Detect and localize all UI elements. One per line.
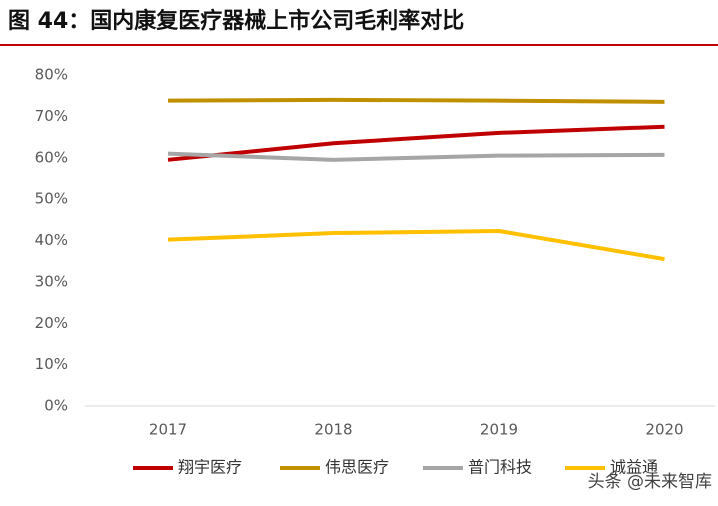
y-tick-label: 70%	[35, 107, 68, 125]
y-tick-label: 20%	[35, 314, 68, 332]
watermark: 头条 @未来智库	[588, 472, 712, 492]
y-tick-label: 0%	[44, 397, 68, 415]
x-tick-label: 2018	[314, 421, 352, 439]
series-line	[167, 97, 665, 104]
legend-label: 伟思医疗	[325, 458, 389, 477]
x-tick-label: 2020	[645, 421, 683, 439]
y-tick-label: 80%	[35, 66, 68, 84]
series-line	[167, 151, 665, 162]
y-tick-label: 40%	[35, 231, 68, 249]
series-line	[167, 228, 665, 262]
y-tick-label: 10%	[35, 355, 68, 373]
series-line	[167, 124, 665, 162]
legend-label: 翔宇医疗	[178, 458, 242, 477]
legend-label: 普门科技	[468, 458, 532, 477]
y-tick-label: 60%	[35, 148, 68, 166]
y-tick-label: 30%	[35, 272, 68, 290]
y-tick-label: 50%	[35, 190, 68, 208]
legend-label: 诚益通	[610, 458, 658, 477]
x-tick-label: 2019	[480, 421, 518, 439]
chart-title: 图 44：国内康复医疗器械上市公司毛利率对比	[8, 8, 464, 34]
x-tick-label: 2017	[149, 421, 187, 439]
